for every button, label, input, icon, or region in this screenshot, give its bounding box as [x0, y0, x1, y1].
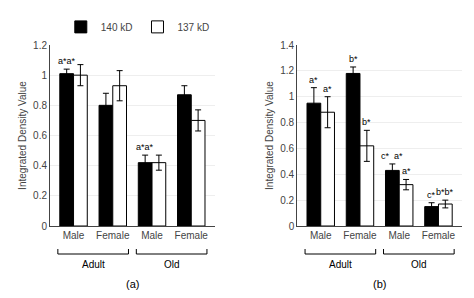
svg-text:Adult: Adult — [329, 259, 352, 270]
svg-text:Female: Female — [96, 230, 130, 241]
svg-text:140 kD: 140 kD — [101, 22, 133, 33]
svg-text:Male: Male — [63, 230, 85, 241]
svg-text:Female: Female — [175, 230, 209, 241]
svg-text:a*a*: a*a* — [136, 142, 154, 152]
svg-text:Male: Male — [141, 230, 163, 241]
svg-text:Integrated Density Value: Integrated Density Value — [264, 81, 275, 190]
svg-text:1.2: 1.2 — [280, 65, 294, 76]
svg-text:0: 0 — [41, 221, 47, 232]
svg-text:0.4: 0.4 — [280, 169, 294, 180]
svg-text:a*: a* — [309, 75, 318, 85]
svg-text:Male: Male — [388, 230, 410, 241]
svg-text:0: 0 — [289, 221, 295, 232]
svg-text:Female: Female — [343, 230, 377, 241]
svg-text:1.4: 1.4 — [280, 40, 294, 51]
svg-text:1: 1 — [41, 70, 47, 81]
svg-text:c*: c* — [427, 190, 436, 200]
svg-text:b*: b* — [362, 117, 371, 127]
svg-text:0.6: 0.6 — [280, 143, 294, 154]
svg-text:b*: b* — [349, 54, 358, 64]
svg-text:Male: Male — [310, 230, 332, 241]
svg-text:0.2: 0.2 — [280, 195, 294, 206]
svg-text:0.8: 0.8 — [280, 117, 294, 128]
svg-text:b*b*: b*b* — [436, 187, 454, 197]
svg-text:c*: c* — [381, 151, 390, 161]
svg-text:(b): (b) — [373, 278, 386, 290]
svg-text:1: 1 — [289, 91, 295, 102]
svg-text:a*: a* — [402, 166, 411, 176]
svg-text:Female: Female — [422, 230, 456, 241]
svg-text:0.8: 0.8 — [33, 100, 47, 111]
svg-text:a*: a* — [323, 84, 332, 94]
svg-text:Adult: Adult — [82, 259, 105, 270]
svg-text:(a): (a) — [126, 278, 139, 290]
svg-text:a*a*: a*a* — [58, 56, 76, 66]
svg-text:Old: Old — [411, 259, 427, 270]
svg-text:0.2: 0.2 — [33, 190, 47, 201]
svg-text:a*: a* — [394, 151, 403, 161]
svg-text:0.4: 0.4 — [33, 160, 47, 171]
svg-text:Integrated Density Value: Integrated Density Value — [17, 81, 28, 190]
svg-text:0.6: 0.6 — [33, 130, 47, 141]
svg-text:1.2: 1.2 — [33, 40, 47, 51]
svg-text:137 kD: 137 kD — [177, 22, 209, 33]
svg-text:Old: Old — [164, 259, 180, 270]
